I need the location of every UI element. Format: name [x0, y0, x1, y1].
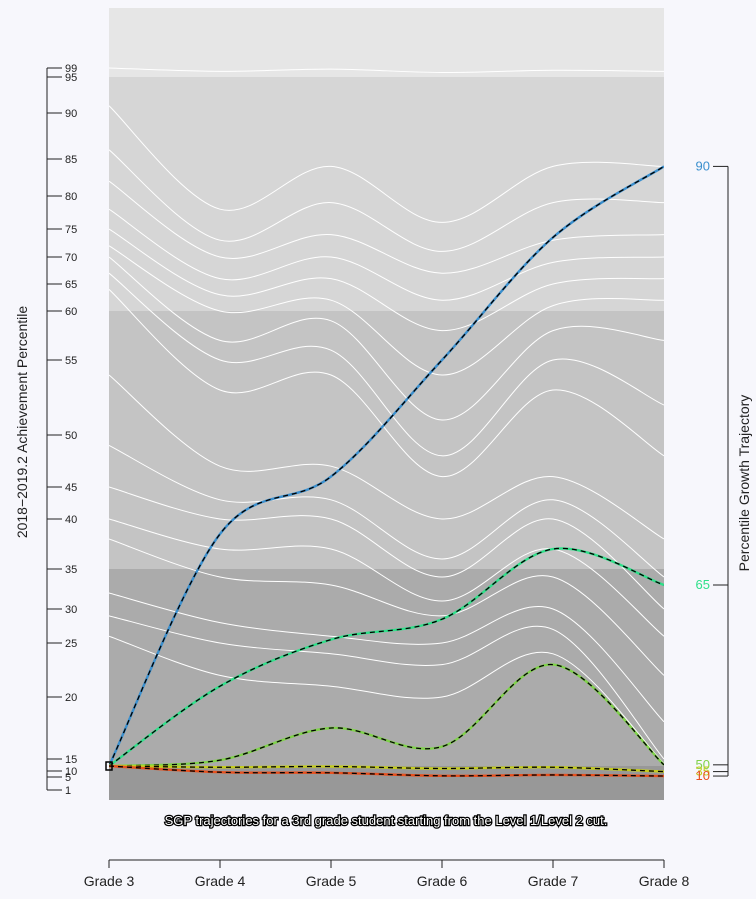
left-tick-label-30: 30: [65, 604, 77, 616]
right-label-10: 10: [696, 768, 710, 783]
left-tick-label-10: 10: [65, 766, 77, 778]
left-tick-label-5: 5: [65, 772, 71, 784]
right-label-35: 35: [696, 764, 710, 779]
trajectory-35-line: [109, 764, 664, 773]
left-tick-label-20: 20: [65, 692, 77, 704]
grade-axis: Grade 3 Grade 4 Grade 5 Grade 6 Grade 7 Grade…: [84, 859, 690, 889]
left-tick-label-15: 15: [65, 754, 77, 766]
left-tick-label-90: 90: [65, 108, 77, 120]
trajectory-series: [109, 165, 664, 778]
trajectory-90-dash: [109, 165, 664, 767]
chart-caption: SGP trajectories for a 3rd grade student…: [165, 813, 608, 828]
background-curve-17: [109, 615, 664, 760]
background-curve-12: [109, 444, 664, 578]
x-tick-label-0: Grade 3: [84, 873, 135, 889]
left-tick-label-70: 70: [65, 252, 77, 264]
band-2: [109, 311, 664, 569]
x-tick-label-3: Grade 6: [417, 873, 468, 889]
background-curve-14: [109, 518, 664, 637]
left-tick-label-25: 25: [65, 638, 77, 650]
left-tick-label-85: 85: [65, 154, 77, 166]
left-tick-label-80: 80: [65, 191, 77, 203]
background-curve-4: [109, 180, 664, 274]
background-curve-6: [109, 228, 664, 332]
x-tick-label-1: Grade 4: [195, 873, 246, 889]
right-axis-title: Percentile Growth Trajectory: [736, 395, 752, 572]
left-tick-label-99: 99: [65, 63, 77, 75]
left-tick-label-75: 75: [65, 224, 77, 236]
background-curve-2: [109, 105, 664, 223]
left-tick-label-60: 60: [65, 306, 77, 318]
band-3: [109, 569, 664, 766]
background-curve-11: [109, 374, 664, 540]
background-curve-18: [109, 635, 664, 765]
trajectory-50-dash: [109, 663, 664, 767]
x-tick-label-2: Grade 5: [306, 873, 357, 889]
left-tick-label-50: 50: [65, 430, 77, 442]
left-tick-label-55: 55: [65, 355, 77, 367]
x-tick-label-4: Grade 7: [528, 873, 579, 889]
right-label-65: 65: [696, 577, 710, 592]
trajectory-65-dash: [109, 547, 664, 767]
left-tick-label-40: 40: [65, 514, 77, 526]
background-curve-9: [109, 272, 664, 457]
left-tick-label-45: 45: [65, 482, 77, 494]
start-marker: [105, 761, 113, 771]
background-curve-13: [109, 486, 664, 610]
background-percentile-curves: [109, 67, 664, 765]
background-curve-15: [109, 538, 664, 676]
background-curve-7: [109, 245, 664, 376]
background-curve-10: [109, 289, 664, 478]
left-tick-label-35: 35: [65, 564, 77, 576]
left-tick-label-95: 95: [65, 72, 77, 84]
background-curve-5: [109, 208, 664, 301]
band-0: [109, 8, 664, 77]
x-tick-label-5: Grade 8: [639, 873, 690, 889]
right-label-90: 90: [696, 158, 710, 173]
left-tick-label-65: 65: [65, 279, 77, 291]
background-curve-16: [109, 592, 664, 723]
band-1: [109, 77, 664, 311]
background-curve-3: [109, 149, 664, 252]
left-tick-label-1: 1: [65, 785, 71, 797]
right-label-50: 50: [696, 757, 710, 772]
trajectory-10-line: [109, 764, 664, 778]
y-axis-title: 2018−2019.2 Achievement Percentile: [14, 306, 30, 539]
percentile-bands: [109, 8, 664, 800]
background-curve-8: [109, 256, 664, 421]
background-curve-1: [109, 67, 664, 74]
